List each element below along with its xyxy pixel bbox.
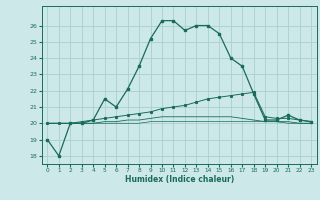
X-axis label: Humidex (Indice chaleur): Humidex (Indice chaleur) (124, 175, 234, 184)
